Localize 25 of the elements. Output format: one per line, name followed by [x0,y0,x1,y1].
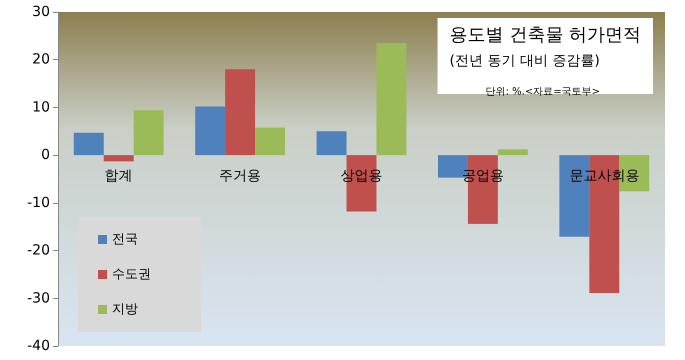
bar [498,149,528,156]
bar [376,43,406,156]
x-tick-label: 주거용 [219,168,262,184]
bar [255,127,286,156]
y-tick-label: 30 [32,4,50,20]
y-tick-label: -10 [27,194,50,211]
bar [74,132,104,156]
y-tick-label: 20 [32,52,50,68]
y-tick-label: 10 [32,99,50,116]
legend-label: 전국 [112,232,138,247]
text: (전년 동기 대비 증감률) [450,53,600,69]
annotation: 단위: %.<자료=국토부> [486,86,600,98]
bar [104,155,134,162]
x-tick-label: 합계 [104,168,133,184]
bar [316,131,347,156]
y-tick-label: -20 [27,242,50,259]
bar [195,106,226,156]
bar [225,69,256,156]
legend-label: 수도권 [112,267,151,282]
legend-label: 지방 [112,302,138,317]
bar [134,110,164,156]
y-tick-label: -40 [27,338,50,354]
y-tick-label: 0 [41,147,50,164]
text: 용도별 건축물 허가면적 [450,24,642,46]
y-tick-label: -30 [27,290,50,306]
